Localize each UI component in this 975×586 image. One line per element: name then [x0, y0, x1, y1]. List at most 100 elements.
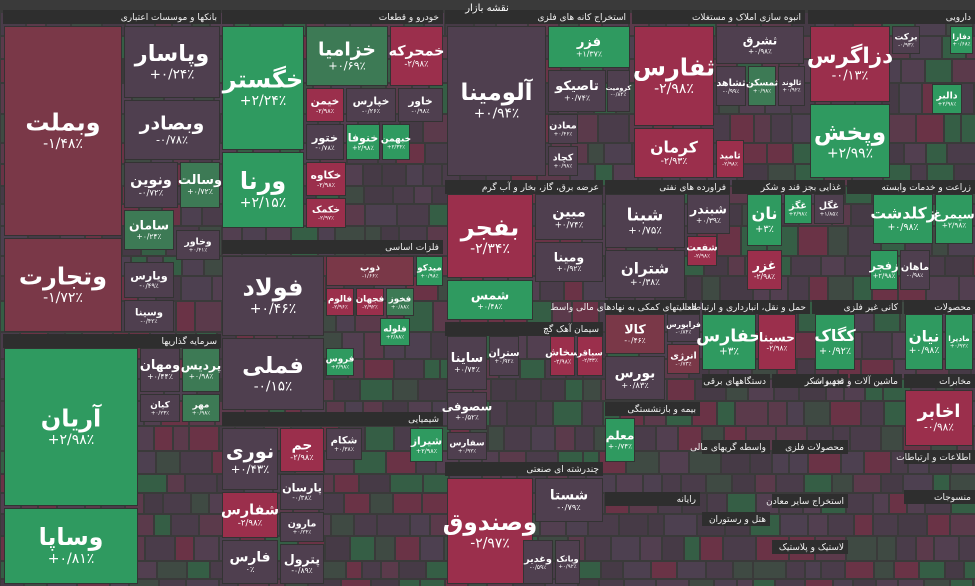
- tile[interactable]: فخوز+۰/۸۸٪: [386, 288, 414, 316]
- tile[interactable]: خزامیا+۰/۶۹٪: [306, 26, 388, 86]
- tile[interactable]: دفارا+۰/۶۸٪: [950, 26, 973, 54]
- tile[interactable]: وتجارت-۱/۷۲٪: [4, 238, 122, 332]
- tile[interactable]: خگستر+۲/۲۴٪: [222, 26, 304, 150]
- tile[interactable]: ومهان+۰/۴۴٪: [140, 348, 180, 392]
- tile[interactable]: خیمن-۲/۹۸٪: [306, 88, 344, 122]
- tile[interactable]: پردیس+۰/۹۸٪: [181, 348, 221, 392]
- tile[interactable]: فرابورس-۰/۸۴٪: [666, 314, 701, 342]
- tile[interactable]: خاور-۰/۹۸٪: [398, 88, 443, 122]
- tile[interactable]: شمس+۰/۴۸٪: [447, 280, 533, 320]
- tile[interactable]: خنوفا+۲/۹۸٪: [346, 124, 380, 160]
- tile[interactable]: سفارس+۰/۹۲٪: [447, 432, 487, 460]
- tile[interactable]: وپخش+۲/۹۹٪: [810, 104, 890, 178]
- tile[interactable]: نان+۳٪: [747, 194, 782, 246]
- tile[interactable]: بفجر-۲/۳۴٪: [447, 194, 533, 278]
- tile[interactable]: ومینا+۰/۹۲٪: [535, 242, 603, 282]
- tile[interactable]: مادیرا+۰/۹۲٪: [945, 314, 973, 370]
- tile[interactable]: نوری+۰/۴۳٪: [222, 428, 278, 490]
- tile[interactable]: وغدیر-۰/۵۹٪: [523, 540, 553, 584]
- tile[interactable]: پترول-۰/۸۹٪: [280, 544, 324, 584]
- tile[interactable]: خپارس-۰/۲۶٪: [346, 88, 396, 122]
- tile[interactable]: وخاور+۰/۴۱٪: [176, 230, 220, 260]
- tile[interactable]: غزر-۲/۹۸٪: [747, 250, 782, 290]
- tile[interactable]: برکت-۰/۹۳٪: [892, 26, 920, 54]
- tile[interactable]: وسالت+۰/۷۲٪: [178, 162, 222, 208]
- tile[interactable]: وبملت-۱/۴۸٪: [4, 26, 122, 236]
- tile[interactable]: ختور-۰/۷۸٪: [306, 124, 344, 160]
- tile[interactable]: جم-۲/۹۸٪: [280, 428, 324, 472]
- tile[interactable]: نیان+۰/۹۸٪: [905, 314, 943, 370]
- tile[interactable]: شستا-۰/۷۹٪: [535, 478, 603, 522]
- tile[interactable]: غگز+۲/۹۸٪: [784, 194, 812, 224]
- tile[interactable]: پارسان-۰/۳۸٪: [280, 474, 324, 510]
- tile[interactable]: حسینا-۲/۹۸٪: [758, 314, 796, 370]
- tile[interactable]: سباقر-۲/۳۳٪: [576, 336, 603, 376]
- tile[interactable]: معلم+۰/۷۴٪: [605, 418, 635, 462]
- tile[interactable]: ثامید-۲/۹۸٪: [716, 140, 744, 178]
- tile[interactable]: ونوین-۰/۷۲٪: [124, 162, 178, 208]
- tile[interactable]: کگاک+۰/۹۲٪: [814, 314, 856, 370]
- tile[interactable]: دالبر+۲/۹۸٪: [932, 84, 962, 114]
- tile[interactable]: ثمسکن+۰/۹۸٪: [746, 66, 778, 106]
- tile[interactable]: خکمک-۲/۹۷٪: [306, 198, 346, 228]
- tile[interactable]: آریان+۲/۹۸٪: [4, 348, 138, 506]
- tile[interactable]: کیان+۰/۲۳٪: [140, 394, 180, 422]
- tile[interactable]: سامان+۰/۲۴٪: [124, 210, 174, 250]
- tile[interactable]: فجهان-۲/۹۲٪: [356, 288, 385, 316]
- tile[interactable]: دزاگرس-۰/۱۳٪: [807, 26, 893, 102]
- tile[interactable]: ماهان-۰/۹۸٪: [900, 250, 930, 290]
- tile[interactable]: وساپا+۰/۸۱٪: [4, 508, 138, 584]
- tile[interactable]: شفعت-۲/۹۸٪: [686, 236, 718, 266]
- tile[interactable]: شیراز+۲/۹۸٪: [410, 428, 443, 462]
- tile[interactable]: مارون+۰/۲۴٪: [280, 512, 324, 542]
- tile[interactable]: انرژی-۰/۷۳٪: [667, 344, 700, 374]
- tile[interactable]: وپاسار+۰/۲۴٪: [124, 26, 220, 98]
- tile[interactable]: کالا-۰/۴۶٪: [605, 314, 665, 354]
- tile[interactable]: ویارس-۰/۴۹٪: [124, 262, 174, 298]
- tile[interactable]: شفارس-۲/۹۸٪: [221, 492, 279, 538]
- tile[interactable]: سصوفی+۰/۵۲٪: [442, 392, 493, 430]
- tile[interactable]: فالوم-۲/۹۶٪: [326, 288, 354, 316]
- tile[interactable]: شتران+۰/۳۸٪: [605, 250, 685, 298]
- tile[interactable]: میدکو+۰/۹۸٪: [416, 256, 443, 286]
- tile[interactable]: کرمان-۲/۹۳٪: [634, 128, 714, 178]
- tile[interactable]: ثفارس-۲/۹۸٪: [633, 26, 715, 126]
- tile[interactable]: ذوب-۱/۶۶٪: [326, 256, 414, 286]
- tile[interactable]: ستران+۰/۹۲٪: [489, 336, 520, 376]
- tile[interactable]: تاصیکو+۰/۷۴٪: [548, 70, 606, 112]
- tile[interactable]: فملی-۰/۱۵٪: [222, 338, 324, 410]
- tile[interactable]: سیمرغ+۲/۹۸٪: [933, 194, 975, 244]
- tile[interactable]: خکاوه-۲/۹۸٪: [306, 162, 346, 196]
- tile[interactable]: خبهمن+۲/۳۴٪: [381, 124, 411, 160]
- tile[interactable]: کچاد+۰/۹۸٪: [548, 146, 578, 176]
- tile[interactable]: شبندر+۰/۳۹٪: [687, 194, 730, 234]
- tile[interactable]: فزر+۱/۳۷٪: [548, 26, 630, 68]
- tile[interactable]: آلومینا+۰/۹۴٪: [447, 26, 546, 176]
- tile[interactable]: شبنا+۰/۷۵٪: [605, 194, 685, 248]
- tile[interactable]: حفارس+۳٪: [696, 314, 762, 370]
- tile[interactable]: ثالوند+۰/۹۲٪: [778, 66, 805, 106]
- tile[interactable]: وسینا-۰/۴۲٪: [124, 300, 174, 332]
- tile[interactable]: ساینا+۰/۷۴٪: [447, 336, 487, 390]
- tile[interactable]: فروس+۲/۹۸٪: [326, 348, 355, 376]
- tile[interactable]: مهر+۰/۹۸٪: [182, 394, 220, 422]
- tile[interactable]: شکام+۰/۳۸٪: [326, 428, 362, 460]
- tile[interactable]: سخاش-۲/۹۸٪: [545, 336, 580, 376]
- tile[interactable]: ثشرق+۰/۹۸٪: [716, 26, 804, 64]
- tile[interactable]: بورس+۰/۸۳٪: [605, 356, 665, 400]
- tile[interactable]: غگل+۱/۸۵٪: [814, 194, 844, 224]
- tile[interactable]: خمحرکه-۲/۹۸٪: [389, 26, 445, 86]
- tile[interactable]: ورنا+۲/۱۵٪: [222, 152, 304, 228]
- tile[interactable]: وبانک+۰/۹۲٪: [555, 540, 580, 584]
- tile[interactable]: اخابر-۰/۹۸٪: [905, 390, 973, 446]
- tile[interactable]: معادن+۰/۴۶٪: [548, 114, 578, 144]
- tile[interactable]: وصندوق-۲/۹۷٪: [443, 478, 538, 584]
- tile[interactable]: مبین+۰/۷۴٪: [535, 194, 603, 240]
- tile[interactable]: زفجر+۲/۹۸٪: [868, 250, 899, 290]
- tile[interactable]: زکلدشت+۰/۹۸٪: [870, 194, 936, 244]
- tile[interactable]: ثشاهد-۰/۹۹٪: [716, 66, 746, 106]
- tile[interactable]: فولاد+۰/۴۶٪: [222, 256, 324, 336]
- tile[interactable]: کرومیت-۰/۸۴٪: [606, 70, 632, 112]
- tile[interactable]: فلوله+۲/۸۸٪: [380, 318, 410, 346]
